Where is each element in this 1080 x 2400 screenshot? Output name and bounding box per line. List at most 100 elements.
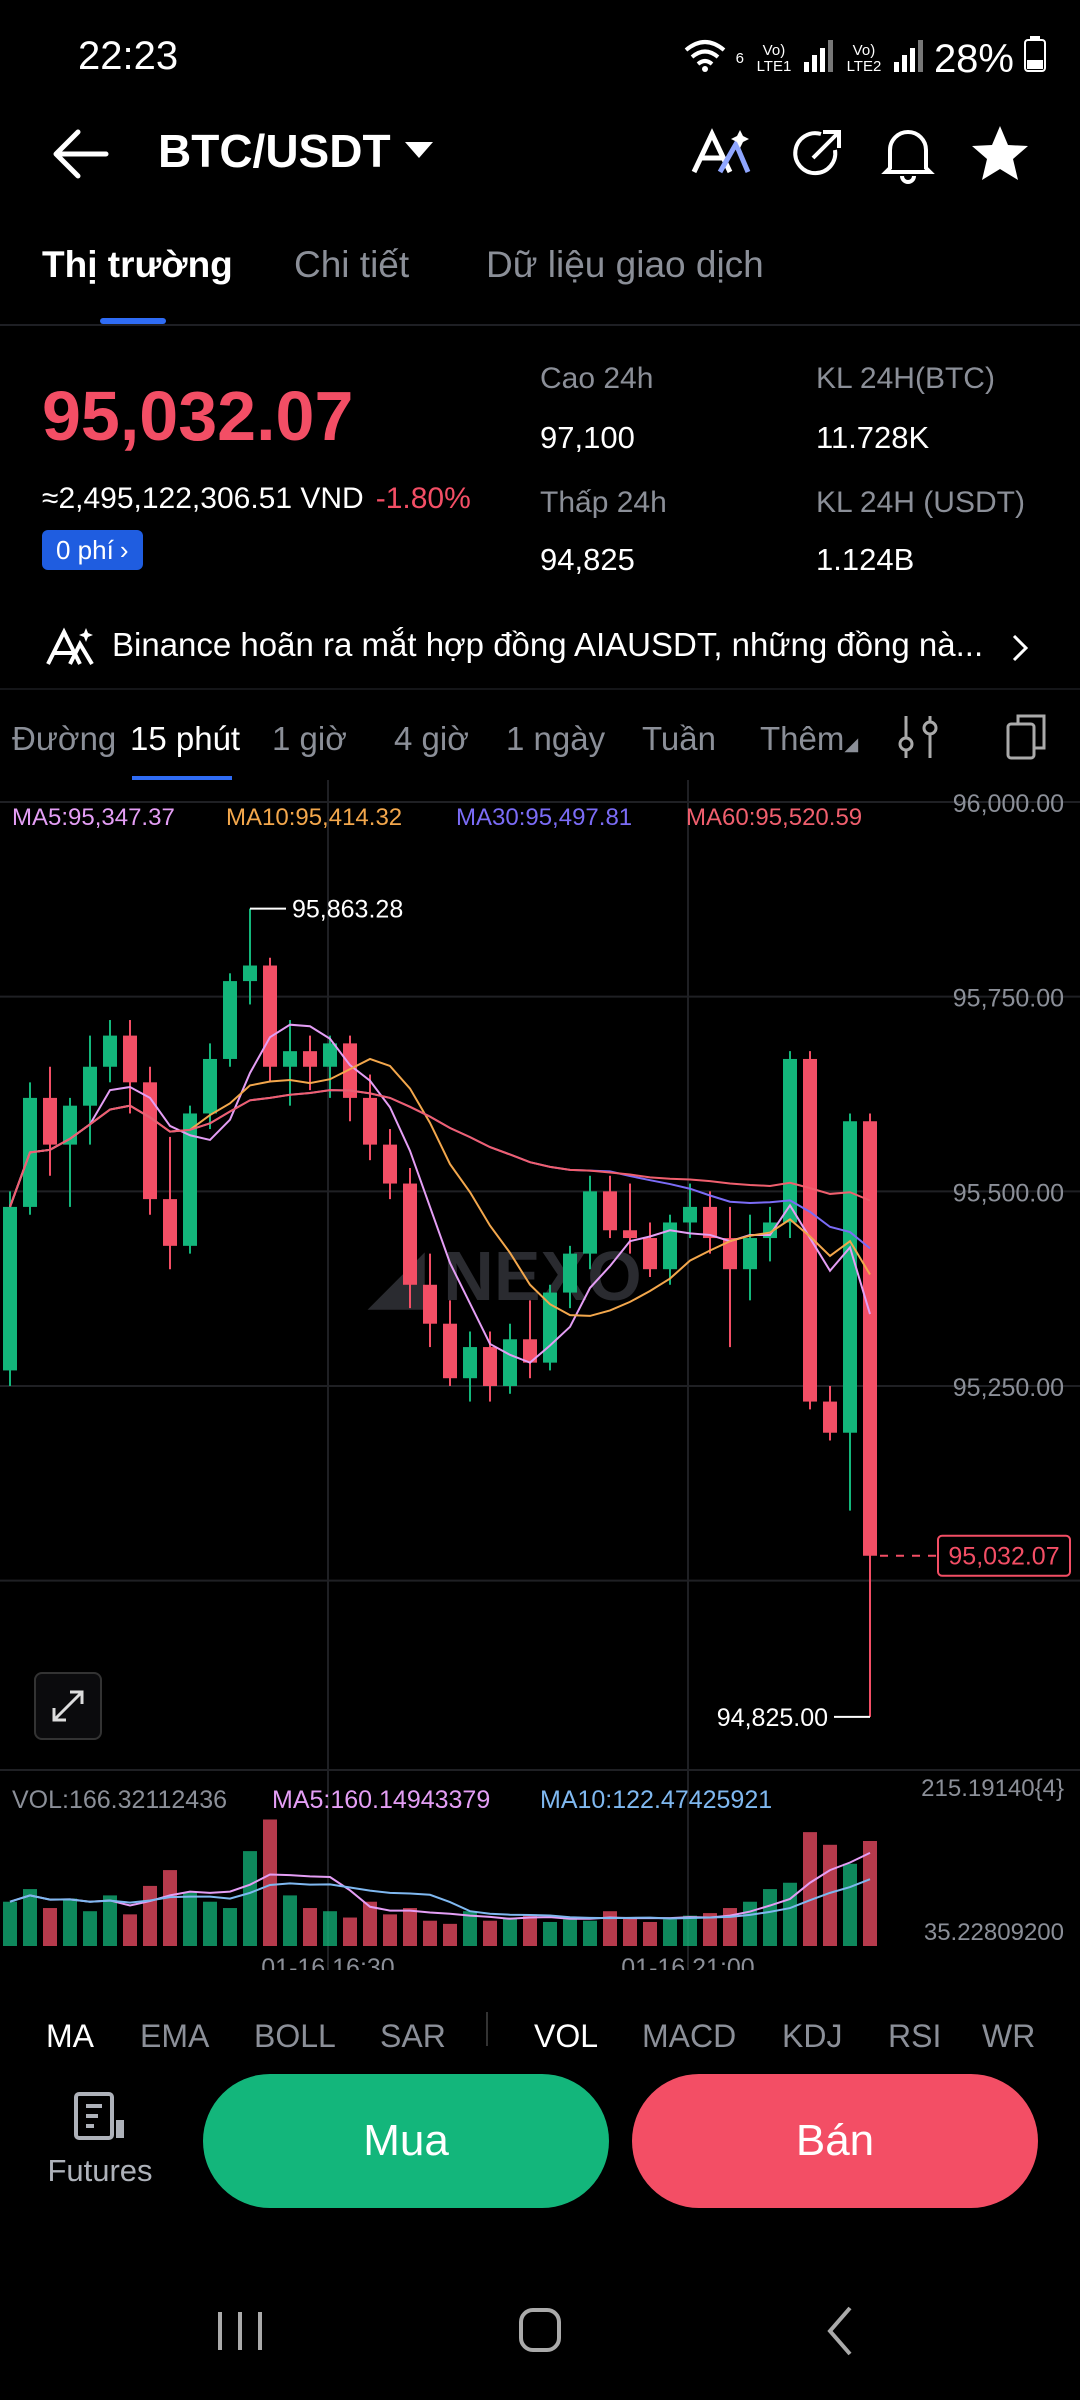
- candle-body: [403, 1183, 417, 1285]
- back-arrow-icon: [53, 129, 109, 179]
- tab-trade-data[interactable]: Dữ liệu giao dịch: [486, 244, 764, 285]
- recent-apps-button[interactable]: [200, 2296, 280, 2366]
- ma60-legend: MA60:95,520.59: [686, 804, 863, 831]
- candlestick-chart[interactable]: ◢ NEXO96,000.0095,750.0095,500.0095,250.…: [0, 780, 1080, 1970]
- news-banner[interactable]: Binance hoãn ra mắt hợp đồng AIAUSDT, nh…: [0, 612, 1080, 682]
- interval-4h[interactable]: 4 giờ: [394, 720, 469, 757]
- sliders-icon: [898, 716, 938, 758]
- volume-bar: [423, 1920, 437, 1946]
- text-size-button[interactable]: [690, 122, 754, 186]
- futures-button[interactable]: Futures: [44, 2090, 156, 2189]
- high-marker-label: 95,863.28: [292, 896, 403, 924]
- text-size-icon: [691, 128, 751, 174]
- star-icon: [972, 126, 1028, 180]
- chevron-right-icon: [1012, 634, 1029, 662]
- vol-ma10-legend: MA10:122.47425921: [540, 1786, 773, 1814]
- ma60-line: [9, 1089, 871, 1208]
- signal-2-icon: [893, 37, 924, 82]
- home-button[interactable]: [500, 2296, 580, 2366]
- candle-body: [583, 1191, 597, 1254]
- alert-button[interactable]: [876, 122, 940, 186]
- volume-bar: [203, 1901, 217, 1946]
- current-price-label: 95,032.07: [948, 1543, 1059, 1571]
- sell-button[interactable]: Bán: [632, 2074, 1038, 2208]
- divider: [486, 2012, 488, 2046]
- interval-1d[interactable]: 1 ngày: [506, 720, 606, 757]
- candle-body: [383, 1144, 397, 1184]
- vol-btc-label: KL 24H(BTC): [816, 362, 995, 395]
- candle-body: [543, 1292, 557, 1363]
- interval-line[interactable]: Đường: [12, 720, 117, 757]
- candle-body: [603, 1191, 617, 1231]
- ind-wr[interactable]: WR: [982, 2018, 1036, 2054]
- volume-bar: [123, 1914, 137, 1946]
- candle-body: [343, 1043, 357, 1098]
- candle-body: [783, 1058, 797, 1223]
- ind-kdj[interactable]: KDJ: [782, 2018, 843, 2054]
- vol-ma5-line: [9, 1851, 871, 1920]
- candle-body: [43, 1097, 57, 1145]
- nav-back-button[interactable]: [800, 2296, 880, 2366]
- volume-bar: [403, 1908, 417, 1946]
- caret-icon: ◢: [844, 734, 859, 754]
- volume-bar: [243, 1851, 257, 1946]
- candle-body: [703, 1206, 717, 1239]
- chart-layout-button[interactable]: [1004, 712, 1048, 767]
- volume-bar: [863, 1840, 877, 1946]
- pair-selector[interactable]: BTC/USDT: [158, 124, 433, 178]
- indicator-settings-button[interactable]: [896, 712, 940, 767]
- candle-body: [243, 965, 257, 982]
- volume-bar: [463, 1911, 477, 1946]
- back-button[interactable]: [48, 122, 112, 186]
- tab-details[interactable]: Chi tiết: [294, 244, 410, 285]
- volume-bar: [483, 1920, 497, 1946]
- candle-body: [843, 1121, 857, 1433]
- vol-max-label: 215.19140{4}: [921, 1775, 1064, 1802]
- candle-body: [563, 1253, 577, 1293]
- volume-bar: [503, 1917, 517, 1946]
- ind-rsi[interactable]: RSI: [888, 2018, 942, 2054]
- interval-15m[interactable]: 15 phút: [130, 720, 241, 757]
- volume-bar: [743, 1901, 757, 1946]
- fee-badge[interactable]: 0 phí ›: [42, 530, 143, 570]
- ind-ema[interactable]: EMA: [140, 2018, 210, 2054]
- share-button[interactable]: [785, 122, 849, 186]
- high-24h-value: 97,100: [540, 420, 635, 455]
- candle-body: [163, 1199, 177, 1246]
- interval-week[interactable]: Tuần: [642, 720, 716, 757]
- tab-market[interactable]: Thị trường: [42, 244, 233, 285]
- candle-body: [623, 1230, 637, 1239]
- ind-sar[interactable]: SAR: [380, 2018, 446, 2054]
- ind-boll[interactable]: BOLL: [254, 2018, 336, 2054]
- status-icons: 6 Vo) LTE1 Vo) LTE2 28%: [684, 34, 1046, 84]
- interval-more[interactable]: Thêm◢: [760, 720, 858, 758]
- ind-ma[interactable]: MA: [46, 2018, 94, 2054]
- interval-indicator: [132, 776, 232, 780]
- volume-bar: [443, 1923, 457, 1946]
- vol-btc-value: 11.728K: [816, 420, 930, 455]
- vol-usdt-label: KL 24H (USDT): [816, 486, 1025, 519]
- buy-button[interactable]: Mua: [203, 2074, 609, 2208]
- fullscreen-button[interactable]: [34, 1672, 102, 1740]
- battery-percent: 28%: [933, 36, 1014, 81]
- candle-body: [643, 1238, 657, 1270]
- sim1-label: Vo) LTE1: [756, 42, 792, 75]
- candle-body: [283, 1051, 297, 1067]
- volume-bar: [343, 1917, 357, 1946]
- vol-ma5-legend: MA5:160.14943379: [272, 1786, 491, 1814]
- volume-bar: [23, 1889, 37, 1946]
- interval-1h[interactable]: 1 giờ: [272, 720, 347, 757]
- candle-body: [363, 1097, 377, 1145]
- ind-macd[interactable]: MACD: [642, 2018, 737, 2054]
- nav-back-icon: [827, 2306, 852, 2356]
- ind-vol[interactable]: VOL: [534, 2018, 599, 2054]
- futures-label: Futures: [47, 2153, 153, 2188]
- volume-bar: [383, 1914, 397, 1946]
- volume-bar: [263, 1819, 277, 1946]
- candle-body: [683, 1206, 697, 1223]
- candle-body: [483, 1347, 497, 1386]
- favorite-button[interactable]: [968, 122, 1032, 186]
- vnd-price: ≈2,495,122,306.51 VND: [42, 482, 364, 515]
- vol-usdt-value: 1.124B: [816, 542, 915, 577]
- sim2-label: Vo) LTE2: [846, 42, 882, 75]
